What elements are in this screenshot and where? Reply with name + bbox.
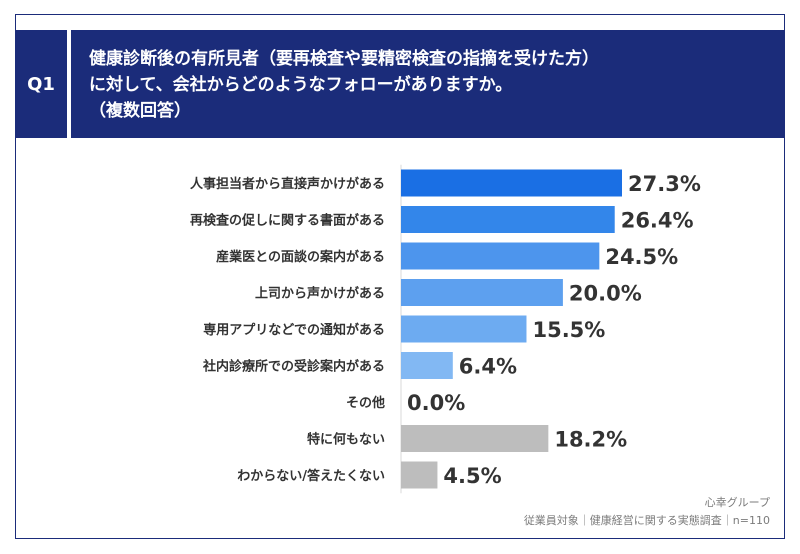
category-label: 再検査の促しに関する書面がある (190, 213, 385, 229)
bar (401, 352, 453, 379)
value-label: 0.0% (407, 391, 465, 415)
question-title-line-1: 健康診断後の有所見者（要再検査や要精密検査の指摘を受けた方） (89, 49, 599, 69)
category-label: 産業医との面談の案内がある (216, 249, 385, 265)
question-title-line-2: に対して、会社からどのようなフォローがありますか。 (89, 75, 513, 95)
category-label: 社内診療所での受診案内がある (202, 359, 385, 375)
bar (401, 242, 600, 270)
value-label: 15.5% (532, 318, 605, 342)
value-label: 27.3% (628, 172, 701, 196)
category-label: わからない/答えたくない (237, 468, 385, 484)
value-label: 6.4% (459, 355, 517, 379)
category-label: 人事担当者から直接声かけがある (190, 176, 385, 192)
category-label: 上司から声かけがある (255, 286, 385, 302)
bar (401, 425, 549, 452)
question-title: 健康診断後の有所見者（要再検査や要精密検査の指摘を受けた方） に対して、会社から… (71, 30, 785, 138)
footer-note: 従業員対象｜健康経営に関する実態調査｜n=110 (523, 514, 770, 527)
value-label: 20.0% (569, 282, 642, 306)
footer: 心幸グループ 従業員対象｜健康経営に関する実態調査｜n=110 (524, 494, 770, 530)
value-label: 26.4% (621, 209, 694, 233)
question-badge: Q1 (15, 30, 67, 138)
bar (401, 315, 527, 343)
category-label: 特に何もない (307, 432, 385, 448)
value-label: 4.5% (443, 464, 501, 488)
value-label: 24.5% (605, 245, 678, 269)
bar (401, 461, 438, 489)
bar (401, 279, 563, 306)
category-label: その他 (346, 395, 385, 411)
category-label: 専用アプリなどでの通知がある (203, 322, 385, 338)
value-label: 18.2% (554, 428, 627, 452)
question-title-line-3: （複数回答） (89, 101, 191, 121)
footer-source: 心幸グループ (704, 496, 770, 509)
bar (401, 206, 615, 233)
bar (401, 169, 622, 197)
